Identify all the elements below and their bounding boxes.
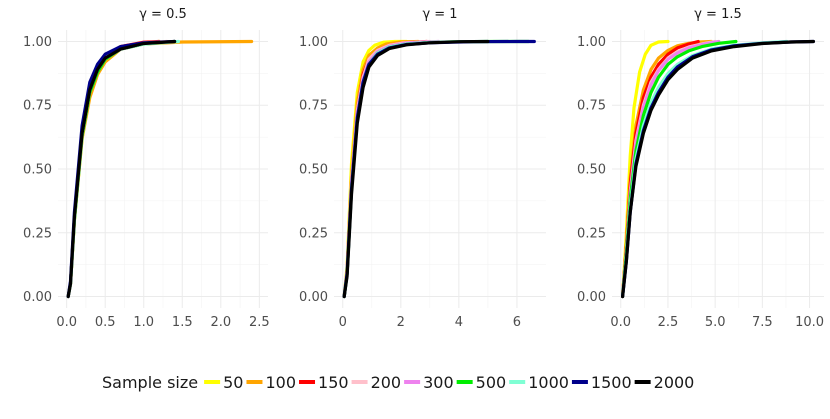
legend-item-150: 150 xyxy=(299,373,349,392)
y-tick-label: 0.50 xyxy=(299,163,328,178)
series-line-2000 xyxy=(66,39,177,299)
legend-item-300: 300 xyxy=(404,373,454,392)
y-tick-label: 0.25 xyxy=(299,226,328,241)
legend-label: 1000 xyxy=(528,373,569,392)
y-tick-label: 0.25 xyxy=(23,226,52,241)
y-tick-label: 0.75 xyxy=(23,99,52,114)
panel-title: γ = 1.5 xyxy=(694,7,742,22)
panel-title: γ = 0.5 xyxy=(139,7,187,22)
x-tick-label: 2 xyxy=(397,315,405,330)
y-tick-label: 0.00 xyxy=(577,290,606,305)
legend-item-50: 50 xyxy=(204,373,243,392)
legend-label: 1500 xyxy=(591,373,632,392)
legend-item-200: 200 xyxy=(351,373,402,392)
legend-label: 100 xyxy=(265,373,296,392)
y-tick-label: 1.00 xyxy=(23,35,52,50)
x-tick-label: 5.0 xyxy=(705,315,726,330)
y-tick-label: 0.50 xyxy=(577,163,606,178)
x-tick-label: 4 xyxy=(455,315,463,330)
legend-item-1000: 1000 xyxy=(509,373,569,392)
y-tick-label: 0.00 xyxy=(299,290,328,305)
x-tick-label: 1.0 xyxy=(133,315,154,330)
legend-label: 500 xyxy=(476,373,507,392)
legend-item-1500: 1500 xyxy=(571,373,632,392)
x-tick-label: 2.5 xyxy=(658,315,679,330)
panel-3: 0.00 0.25 0.50 0.75 1.00 0.0 2.5 5.0 7.5 10.0 γ = … xyxy=(577,7,824,330)
x-tick-label: 0.0 xyxy=(56,315,77,330)
x-tick-label: 6 xyxy=(513,315,521,330)
legend: Sample size 50 100 150 200 300 500 1000 1500 200… xyxy=(102,373,694,392)
y-tick-label: 0.50 xyxy=(23,163,52,178)
legend-items: 50 100 150 200 300 500 1000 1500 2000 xyxy=(204,373,694,392)
x-tick-label: 2.0 xyxy=(210,315,231,330)
y-tick-label: 1.00 xyxy=(299,35,328,50)
x-tick-label: 0.5 xyxy=(95,315,116,330)
series-line-2000 xyxy=(620,39,816,299)
y-tick-label: 0.75 xyxy=(299,99,328,114)
x-tick-label: 0 xyxy=(339,315,347,330)
y-tick-label: 1.00 xyxy=(577,35,606,50)
series-line-2000 xyxy=(342,39,490,299)
panel-2: 0.00 0.25 0.50 0.75 1.00 0 2 4 6 γ = 1 xyxy=(299,7,546,330)
legend-label: 200 xyxy=(371,373,402,392)
y-tick-label: 0.75 xyxy=(577,99,606,114)
x-tick-label: 1.5 xyxy=(172,315,193,330)
y-tick-label: 0.00 xyxy=(23,290,52,305)
legend-label: 50 xyxy=(223,373,243,392)
panels: 0.000.250.500.751.000.0 0.5 1.0 1.5 2.0 2.5γ … xyxy=(23,7,824,330)
legend-item-2000: 2000 xyxy=(634,373,695,392)
legend-label: 300 xyxy=(423,373,454,392)
x-tick-label: 0.0 xyxy=(610,315,631,330)
legend-title: Sample size xyxy=(102,373,198,392)
panel-title: γ = 1 xyxy=(422,7,457,22)
y-tick-label: 0.25 xyxy=(577,226,606,241)
panel-1: 0.00 0.25 0.50 0.75 1.00 0.0 0.5 1.0 1.5 2.0 2.5 γ … xyxy=(23,7,270,330)
legend-item-100: 100 xyxy=(246,373,296,392)
x-tick-label: 2.5 xyxy=(249,315,270,330)
legend-item-500: 500 xyxy=(456,373,507,392)
legend-label: 2000 xyxy=(654,373,695,392)
legend-label: 150 xyxy=(318,373,349,392)
x-tick-label: 7.5 xyxy=(752,315,773,330)
x-tick-label: 10.0 xyxy=(795,315,824,330)
